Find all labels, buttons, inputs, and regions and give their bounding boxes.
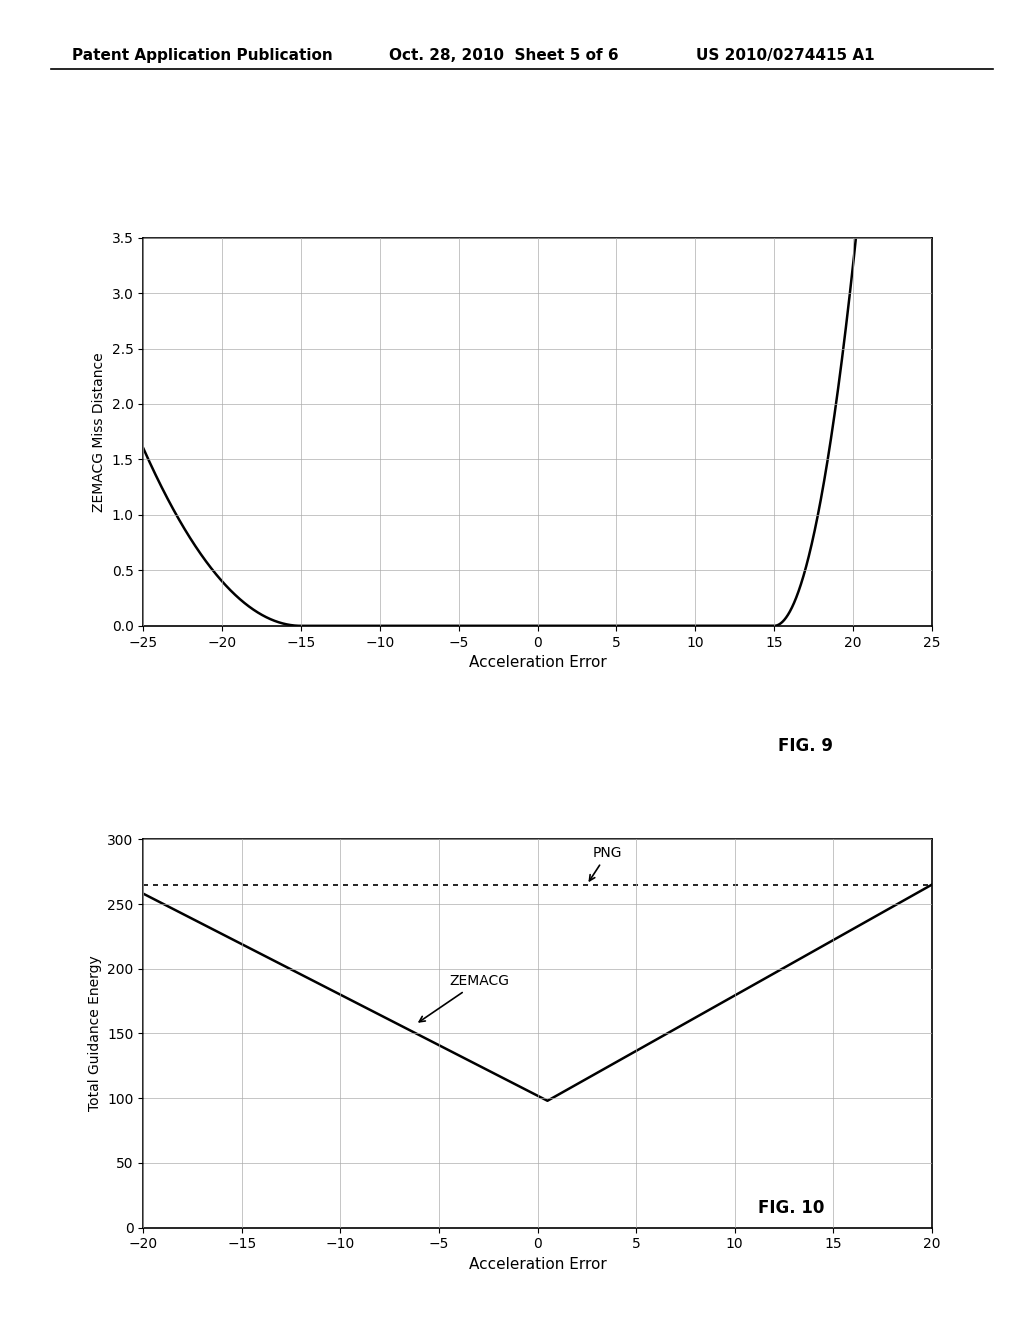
X-axis label: Acceleration Error: Acceleration Error xyxy=(469,655,606,671)
X-axis label: Acceleration Error: Acceleration Error xyxy=(469,1257,606,1272)
Text: Patent Application Publication: Patent Application Publication xyxy=(72,48,333,63)
Text: US 2010/0274415 A1: US 2010/0274415 A1 xyxy=(696,48,874,63)
Text: FIG. 9: FIG. 9 xyxy=(778,737,834,755)
Y-axis label: ZEMACG Miss Distance: ZEMACG Miss Distance xyxy=(92,352,106,512)
Text: PNG: PNG xyxy=(590,846,623,880)
Text: Oct. 28, 2010  Sheet 5 of 6: Oct. 28, 2010 Sheet 5 of 6 xyxy=(389,48,618,63)
Text: ZEMACG: ZEMACG xyxy=(419,974,509,1022)
Y-axis label: Total Guidance Energy: Total Guidance Energy xyxy=(88,956,101,1111)
Text: FIG. 10: FIG. 10 xyxy=(758,1199,824,1217)
